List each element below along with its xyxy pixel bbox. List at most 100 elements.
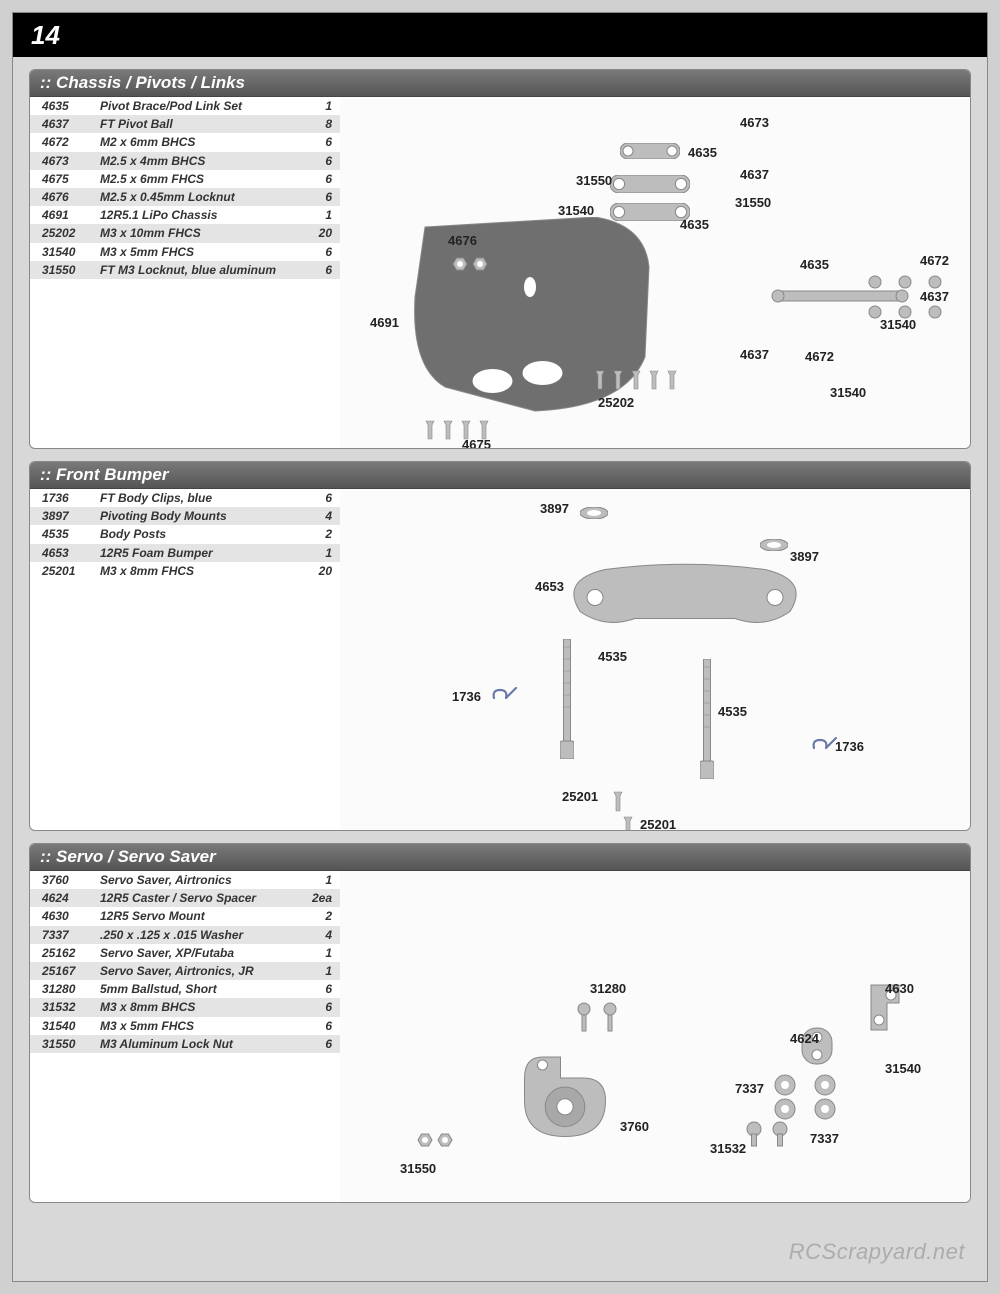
part-number: 3760 [42, 872, 100, 888]
parts-row: 31540M3 x 5mm FHCS6 [30, 1017, 340, 1035]
part-qty: 4 [304, 927, 332, 943]
part-shape-mount [580, 507, 608, 519]
header-bar: 14 [13, 13, 987, 57]
callout-label: 4672 [920, 253, 949, 268]
callout-label: 31540 [880, 317, 916, 332]
part-number: 4676 [42, 189, 100, 205]
section-1: :: Front Bumper1736FT Body Clips, blue63… [29, 461, 971, 831]
section-title: :: Front Bumper [30, 462, 970, 489]
part-number: 4675 [42, 171, 100, 187]
part-shape-screw [610, 789, 626, 815]
part-shape-washers [770, 1071, 860, 1121]
part-qty: 6 [304, 981, 332, 997]
part-qty: 6 [304, 1036, 332, 1052]
callout-label: 4673 [740, 115, 769, 130]
part-qty: 20 [304, 563, 332, 579]
part-qty: 6 [304, 134, 332, 150]
part-number: 31550 [42, 262, 100, 278]
part-qty: 6 [304, 262, 332, 278]
part-desc: Servo Saver, Airtronics [100, 872, 304, 888]
section-title: :: Chassis / Pivots / Links [30, 70, 970, 97]
callout-label: 4637 [740, 347, 769, 362]
part-shape-nuts [415, 1131, 461, 1149]
page-number: 14 [31, 20, 60, 51]
page-frame: 14 :: Chassis / Pivots / Links4635Pivot … [12, 12, 988, 1282]
parts-row: 25162Servo Saver, XP/Futaba1 [30, 944, 340, 962]
callout-label: 31550 [576, 173, 612, 188]
parts-row: 4535Body Posts2 [30, 525, 340, 543]
callout-label: 4672 [805, 349, 834, 364]
part-qty: 6 [304, 999, 332, 1015]
part-number: 31280 [42, 981, 100, 997]
parts-row: 31532M3 x 8mm BHCS6 [30, 998, 340, 1016]
part-desc: Servo Saver, XP/Futaba [100, 945, 304, 961]
parts-row: 7337.250 x .125 x .015 Washer4 [30, 926, 340, 944]
parts-table: 1736FT Body Clips, blue63897Pivoting Bod… [30, 489, 340, 831]
part-desc: 12R5 Servo Mount [100, 908, 304, 924]
parts-row: 4676M2.5 x 0.45mm Locknut6 [30, 188, 340, 206]
part-qty: 1 [304, 872, 332, 888]
parts-row: 463012R5 Servo Mount2 [30, 907, 340, 925]
parts-row: 469112R5.1 LiPo Chassis1 [30, 206, 340, 224]
parts-row: 465312R5 Foam Bumper1 [30, 544, 340, 562]
parts-row: 462412R5 Caster / Servo Spacer2ea [30, 889, 340, 907]
part-qty: 6 [304, 1018, 332, 1034]
diagram-area: 4673463546373155031550315404635467646354… [340, 97, 970, 449]
part-shape-screw [620, 814, 636, 831]
part-desc: 5mm Ballstud, Short [100, 981, 304, 997]
part-desc: M3 x 10mm FHCS [100, 225, 304, 241]
callout-label: 4624 [790, 1031, 819, 1046]
part-shape-brace [610, 175, 690, 193]
part-qty: 4 [304, 508, 332, 524]
diagram-area: 3128046304624315407337376031532733731550 [340, 871, 970, 1203]
part-qty: 1 [304, 98, 332, 114]
parts-row: 31540M3 x 5mm FHCS6 [30, 243, 340, 261]
part-number: 31532 [42, 999, 100, 1015]
parts-row: 25167Servo Saver, Airtronics, JR1 [30, 962, 340, 980]
part-desc: Body Posts [100, 526, 304, 542]
part-number: 3897 [42, 508, 100, 524]
callout-label: 4676 [448, 233, 477, 248]
section-title: :: Servo / Servo Saver [30, 844, 970, 871]
part-number: 31540 [42, 1018, 100, 1034]
part-number: 4637 [42, 116, 100, 132]
parts-row: 31550FT M3 Locknut, blue aluminum6 [30, 261, 340, 279]
part-desc: Pivot Brace/Pod Link Set [100, 98, 304, 114]
part-desc: FT Body Clips, blue [100, 490, 304, 506]
callout-label: 4635 [800, 257, 829, 272]
part-qty: 2 [304, 908, 332, 924]
callout-label: 7337 [810, 1131, 839, 1146]
part-shape-brace [620, 143, 680, 159]
watermark: RCScrapyard.net [789, 1239, 965, 1265]
parts-row: 4637FT Pivot Ball8 [30, 115, 340, 133]
part-desc: M3 x 8mm BHCS [100, 999, 304, 1015]
parts-table: 4635Pivot Brace/Pod Link Set14637FT Pivo… [30, 97, 340, 449]
part-qty: 6 [304, 171, 332, 187]
callout-label: 31540 [558, 203, 594, 218]
part-qty: 6 [304, 189, 332, 205]
parts-row: 1736FT Body Clips, blue6 [30, 489, 340, 507]
part-shape-smallparts [860, 267, 950, 357]
parts-row: 4672M2 x 6mm BHCS6 [30, 133, 340, 151]
part-desc: M2 x 6mm BHCS [100, 134, 304, 150]
part-shape-nuts [450, 255, 496, 273]
part-desc: Servo Saver, Airtronics, JR [100, 963, 304, 979]
part-desc: .250 x .125 x .015 Washer [100, 927, 304, 943]
part-desc: M2.5 x 4mm BHCS [100, 153, 304, 169]
callout-label: 4637 [920, 289, 949, 304]
callout-label: 4691 [370, 315, 399, 330]
callout-label: 4675 [462, 437, 491, 449]
callout-label: 25201 [562, 789, 598, 804]
part-desc: M3 Aluminum Lock Nut [100, 1036, 304, 1052]
callout-label: 31550 [735, 195, 771, 210]
part-shape-clip [490, 684, 520, 702]
part-number: 25201 [42, 563, 100, 579]
callout-label: 31540 [885, 1061, 921, 1076]
part-number: 4653 [42, 545, 100, 561]
callout-label: 31550 [400, 1161, 436, 1176]
part-shape-servo-saver [520, 1051, 610, 1141]
part-desc: M2.5 x 6mm FHCS [100, 171, 304, 187]
callout-label: 3897 [540, 501, 569, 516]
callout-label: 4535 [718, 704, 747, 719]
part-qty: 2 [304, 526, 332, 542]
